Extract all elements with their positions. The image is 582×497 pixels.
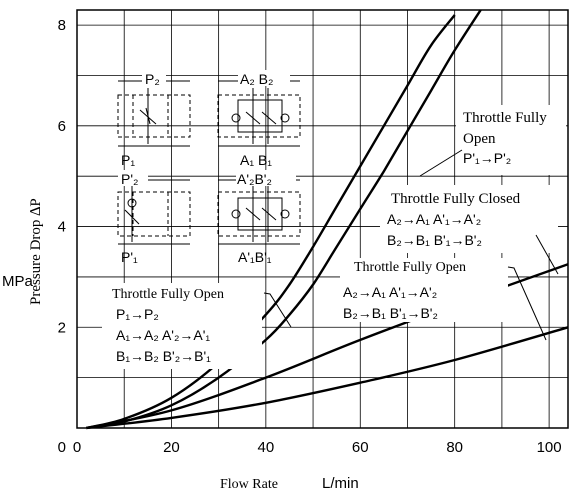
annotation-lower-right-title: Throttle Fully Open	[354, 260, 466, 275]
series-line-1	[86, 14, 456, 430]
annotation-lower-left-line2: A₁→A₂ A'₂→A'₁	[116, 327, 210, 343]
symbol-labels: P₂ P₁ P'₂ P'₁ A₂ B₂ A₁ B₁ A'₂B'₂ A'₁B'₁	[118, 70, 296, 265]
x-axis-unit: L/min	[322, 475, 359, 492]
single-valve-bottom-symbol	[117, 179, 191, 245]
annotation-lower-left: Throttle Fully Open P₁→P₂ A₁→A₂ A'₂→A'₁ …	[102, 283, 292, 369]
x-tick-label: 60	[352, 439, 369, 456]
port-label-aa2bb2: A'₂B'₂	[237, 171, 272, 187]
series-line-2	[86, 9, 482, 430]
annotation-lower-left-title: Throttle Fully Open	[112, 287, 224, 302]
annotation-lower-right-line2: B₂→B₁ B'₁→B'₂	[343, 305, 438, 321]
leader-line	[263, 292, 292, 328]
port-label-pp1: P'₁	[121, 249, 138, 265]
annotation-upper-right-line2: Open	[463, 131, 496, 147]
dual-valve-bottom-symbol	[217, 179, 301, 245]
annotation-bg	[102, 283, 262, 369]
annotation-lower-left-line3: B₁→B₂ B'₂→B'₁	[116, 348, 211, 364]
port-label-a1b1: A₁ B₁	[240, 152, 272, 168]
leader-line	[507, 266, 547, 341]
y-tick-label: 8	[58, 17, 66, 34]
port-label-pp2: P'₂	[121, 171, 138, 187]
x-tick-label: 40	[258, 439, 275, 456]
label-bg	[118, 170, 148, 186]
x-axis-label: Flow Rate	[220, 477, 278, 492]
x-tick-label: 20	[163, 439, 180, 456]
leader-line	[535, 234, 559, 275]
label-bg	[236, 170, 296, 186]
y-axis-unit: MPa	[2, 273, 34, 290]
label-bg	[142, 70, 166, 86]
label-bg	[238, 70, 290, 86]
annotation-closed: Throttle Fully Closed A₂→A₁ A'₁→A'₂ B₂→B…	[380, 185, 559, 275]
annotation-bg	[340, 258, 508, 322]
x-tick-label: 0	[73, 439, 81, 456]
annotation-lower-right: Throttle Fully Open A₂→A₁ A'₁→A'₂ B₂→B₁ …	[340, 258, 547, 341]
origin-tick-label: 0	[58, 439, 66, 456]
annotation-closed-line1: A₂→A₁ A'₁→A'₂	[387, 211, 481, 227]
curves	[86, 9, 569, 430]
series-line-4	[86, 326, 569, 430]
annotation-upper-right: Throttle Fully Open P'₁→P'₂	[419, 105, 566, 177]
port-label-a2b2: A₂ B₂	[240, 71, 273, 87]
annotation-upper-right-line3: P'₁→P'₂	[463, 150, 511, 166]
y-tick-label: 4	[58, 219, 66, 236]
annotation-closed-line2: B₂→B₁ B'₁→B'₂	[387, 232, 482, 248]
annotation-lower-left-line1: P₁→P₂	[116, 306, 159, 322]
y-axis-label: Pressure Drop ∆P	[28, 198, 44, 305]
y-tick-label: 2	[58, 319, 66, 336]
annotation-lower-right-line1: A₂→A₁ A'₁→A'₂	[343, 284, 437, 300]
port-label-aa1bb1: A'₁B'₁	[238, 249, 272, 265]
annotation-bg	[456, 105, 566, 175]
plot-frame	[76, 9, 569, 429]
single-valve-top-symbol	[117, 80, 191, 147]
y-tick-label: 6	[58, 118, 66, 135]
valve-symbols	[117, 80, 301, 245]
annotation-closed-title: Throttle Fully Closed	[391, 191, 521, 207]
port-label-p2: P₂	[145, 71, 160, 87]
dual-valve-top-symbol	[217, 80, 301, 147]
port-label-p1: P₁	[121, 152, 135, 168]
x-tick-label: 80	[446, 439, 463, 456]
leader-line	[419, 149, 463, 177]
annotation-upper-right-line1: Throttle Fully	[463, 110, 547, 126]
x-tick-label: 100	[537, 439, 562, 456]
annotation-bg	[380, 185, 558, 253]
